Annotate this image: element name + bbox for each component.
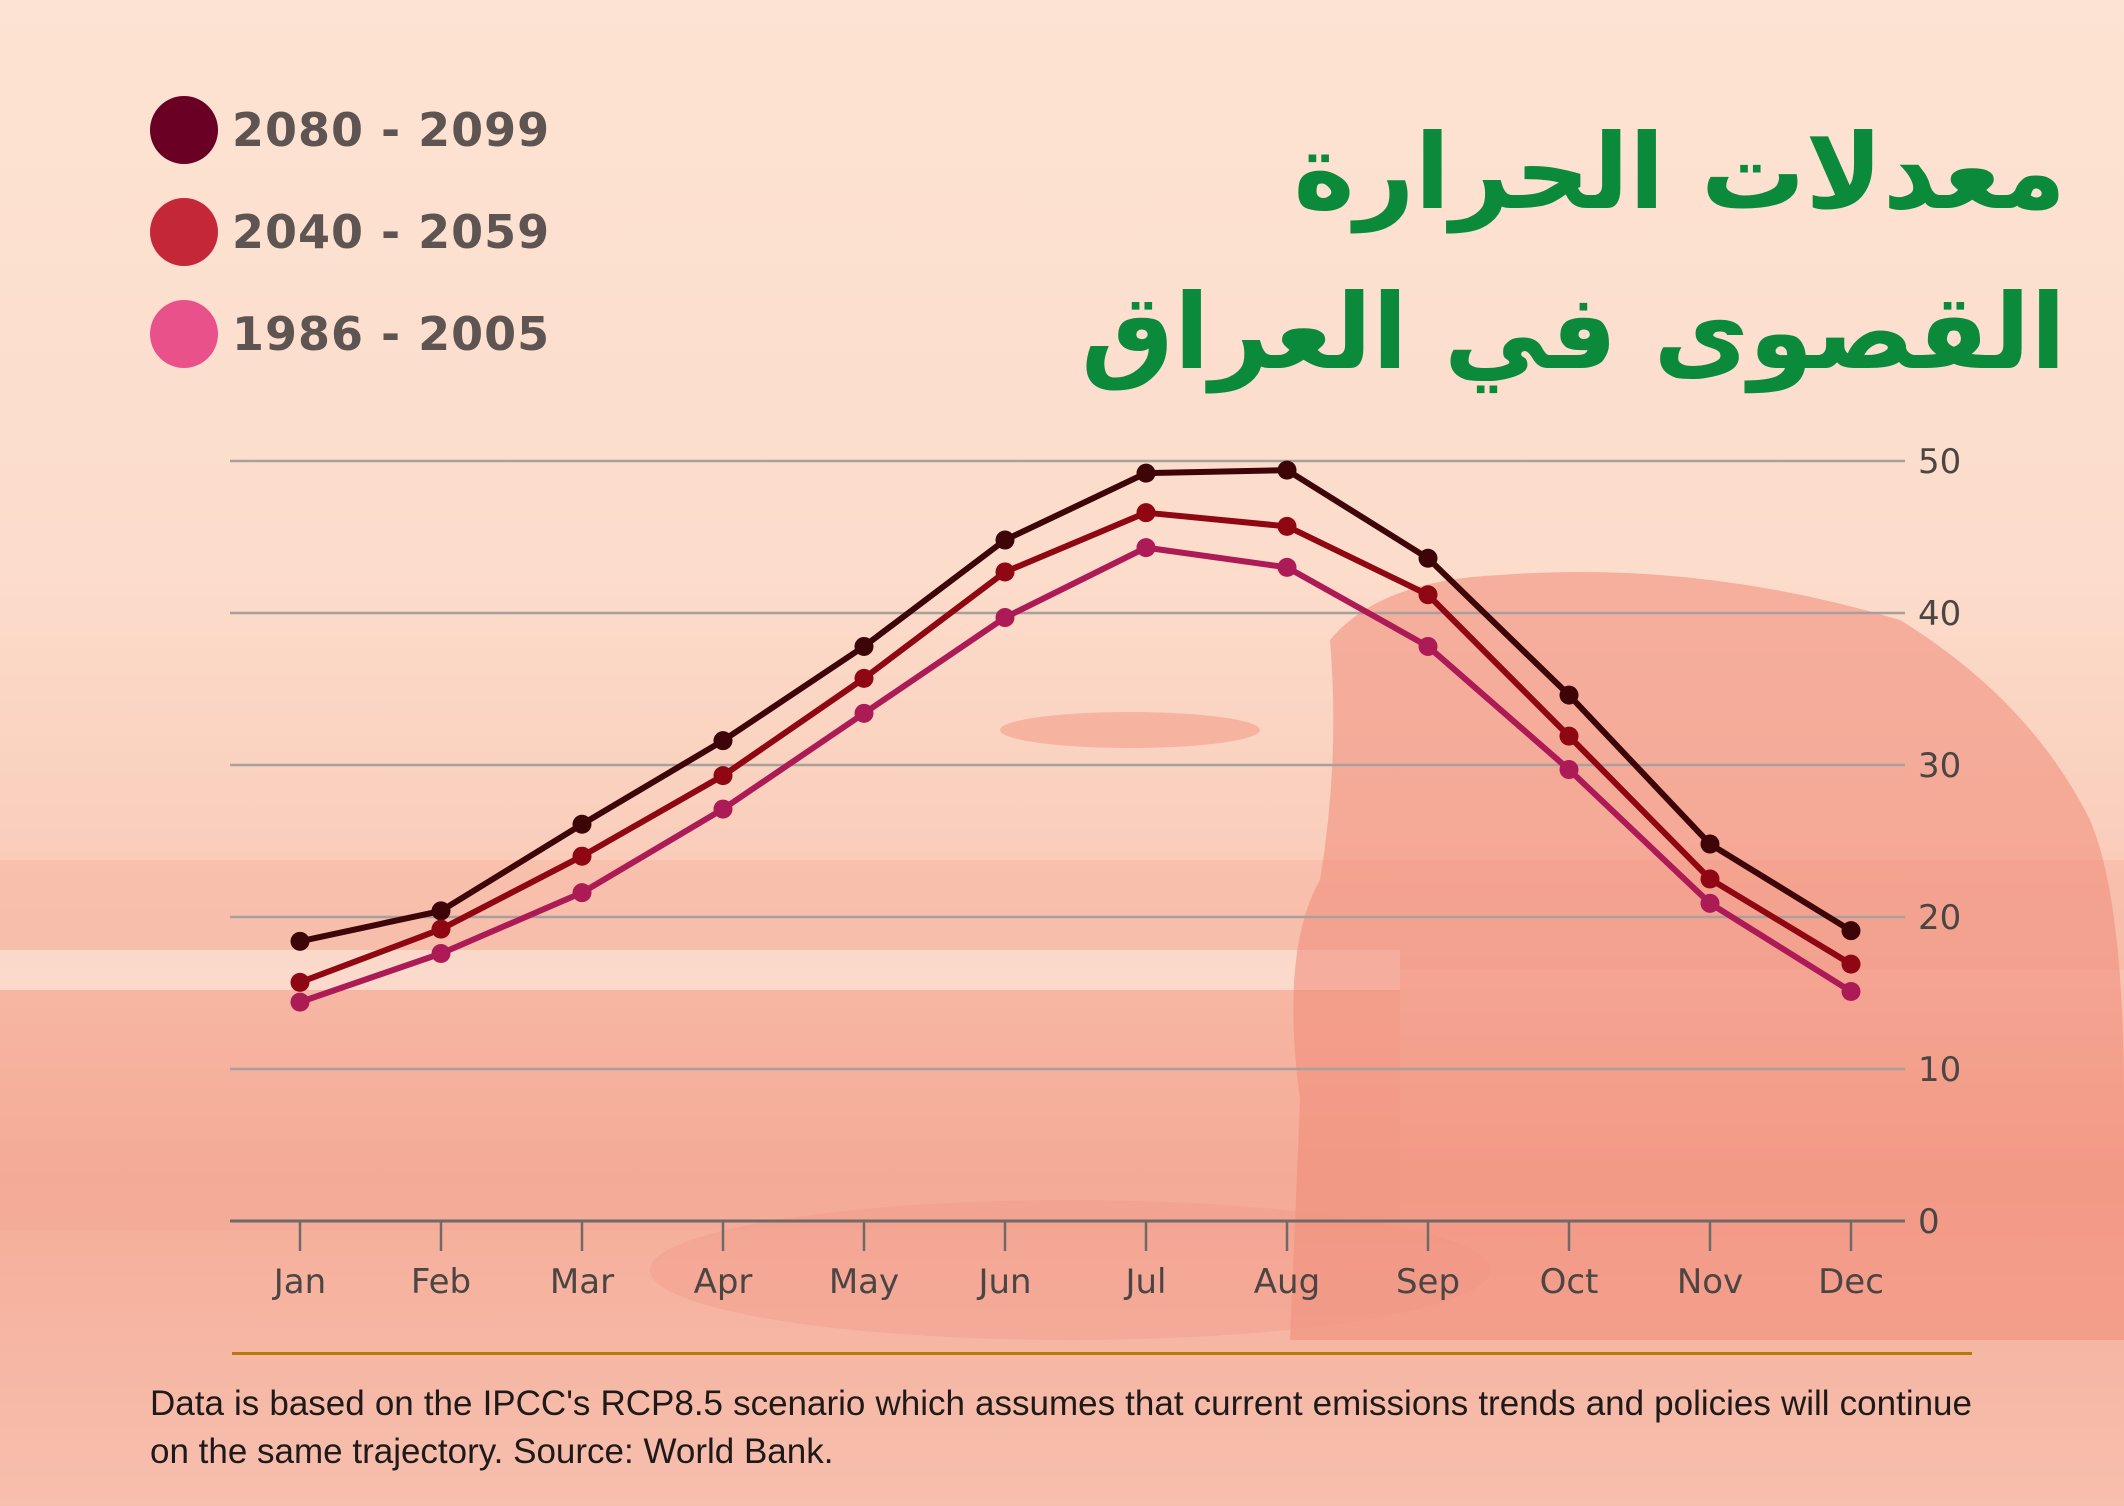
legend-label: 2080 - 2099 <box>232 103 551 157</box>
x-tick-label: Sep <box>1396 1262 1460 1302</box>
y-tick-label: 40 <box>1918 594 1961 634</box>
data-point <box>854 668 874 688</box>
data-point <box>290 992 310 1012</box>
legend-swatch <box>150 300 218 368</box>
x-axis: Jan Feb Mar Apr May Jun Jul Aug Sep Oct Nov Dec <box>272 1221 1884 1302</box>
legend-label: 2040 - 2059 <box>232 205 551 259</box>
data-point <box>854 703 874 723</box>
data-point <box>1277 460 1297 480</box>
series-points <box>290 460 1861 1012</box>
y-tick-label: 50 <box>1918 442 1961 482</box>
data-point <box>995 608 1015 628</box>
data-point <box>1841 981 1861 1001</box>
data-point <box>995 530 1015 550</box>
title-line-1: معدلات الحرارة <box>1293 111 2066 233</box>
data-point <box>572 846 592 866</box>
data-point <box>1136 538 1156 558</box>
x-tick-label: Jul <box>1123 1262 1166 1302</box>
y-axis-ticks: 0 10 20 30 40 50 <box>1918 442 1961 1242</box>
x-tick-label: Nov <box>1677 1262 1743 1302</box>
footer-divider <box>232 1352 1972 1355</box>
gridlines <box>230 459 1905 1223</box>
data-point <box>431 943 451 963</box>
legend-swatch <box>150 96 218 164</box>
data-point <box>431 901 451 921</box>
data-point <box>1841 954 1861 974</box>
data-point <box>713 766 733 786</box>
data-point <box>1559 726 1579 746</box>
data-point <box>1700 869 1720 889</box>
series-line-2 <box>299 544 1853 1005</box>
data-point <box>1418 636 1438 656</box>
data-point <box>1418 585 1438 605</box>
data-point <box>1841 921 1861 941</box>
title-line-2: القصوى في العراق <box>1080 271 2066 393</box>
x-tick-label: Aug <box>1254 1262 1320 1302</box>
series-line-0 <box>299 467 1853 945</box>
y-tick-label: 0 <box>1918 1202 1940 1242</box>
data-point <box>1700 834 1720 854</box>
x-tick-label: Oct <box>1540 1262 1599 1302</box>
data-point <box>290 972 310 992</box>
data-point <box>1277 516 1297 536</box>
data-point <box>713 731 733 751</box>
data-point <box>572 814 592 834</box>
data-point <box>1136 503 1156 523</box>
data-point <box>713 799 733 819</box>
legend-item-1986-2005: 1986 - 2005 <box>150 299 550 369</box>
y-tick-label: 10 <box>1918 1050 1961 1090</box>
x-tick-label: Feb <box>411 1262 471 1302</box>
data-point <box>572 883 592 903</box>
legend-item-2040-2059: 2040 - 2059 <box>150 197 550 267</box>
data-point <box>1559 685 1579 705</box>
data-point <box>1700 893 1720 913</box>
y-tick-label: 20 <box>1918 898 1961 938</box>
series-line-1 <box>298 509 1853 986</box>
data-point <box>995 562 1015 582</box>
data-point <box>290 931 310 951</box>
x-tick-label: Mar <box>550 1262 614 1302</box>
data-point <box>1136 463 1156 483</box>
x-tick-label: Dec <box>1818 1262 1884 1302</box>
data-point <box>1418 548 1438 568</box>
data-point <box>1277 557 1297 577</box>
data-point <box>854 636 874 656</box>
x-tick-label: Jun <box>976 1262 1031 1302</box>
x-tick-label: May <box>829 1262 899 1302</box>
legend-label: 1986 - 2005 <box>232 307 551 361</box>
series-lines <box>298 467 1853 1005</box>
data-point <box>431 919 451 939</box>
x-tick-label: Apr <box>694 1262 753 1302</box>
source-footnote: Data is based on the IPCC's RCP8.5 scena… <box>150 1384 1972 1471</box>
legend-item-2080-2099: 2080 - 2099 <box>150 95 550 165</box>
x-tick-label: Jan <box>272 1262 326 1302</box>
data-point <box>1559 760 1579 780</box>
y-tick-label: 30 <box>1918 746 1961 786</box>
chart-title: معدلات الحرارة القصوى في العراق <box>1080 92 2066 412</box>
legend-swatch <box>150 198 218 266</box>
